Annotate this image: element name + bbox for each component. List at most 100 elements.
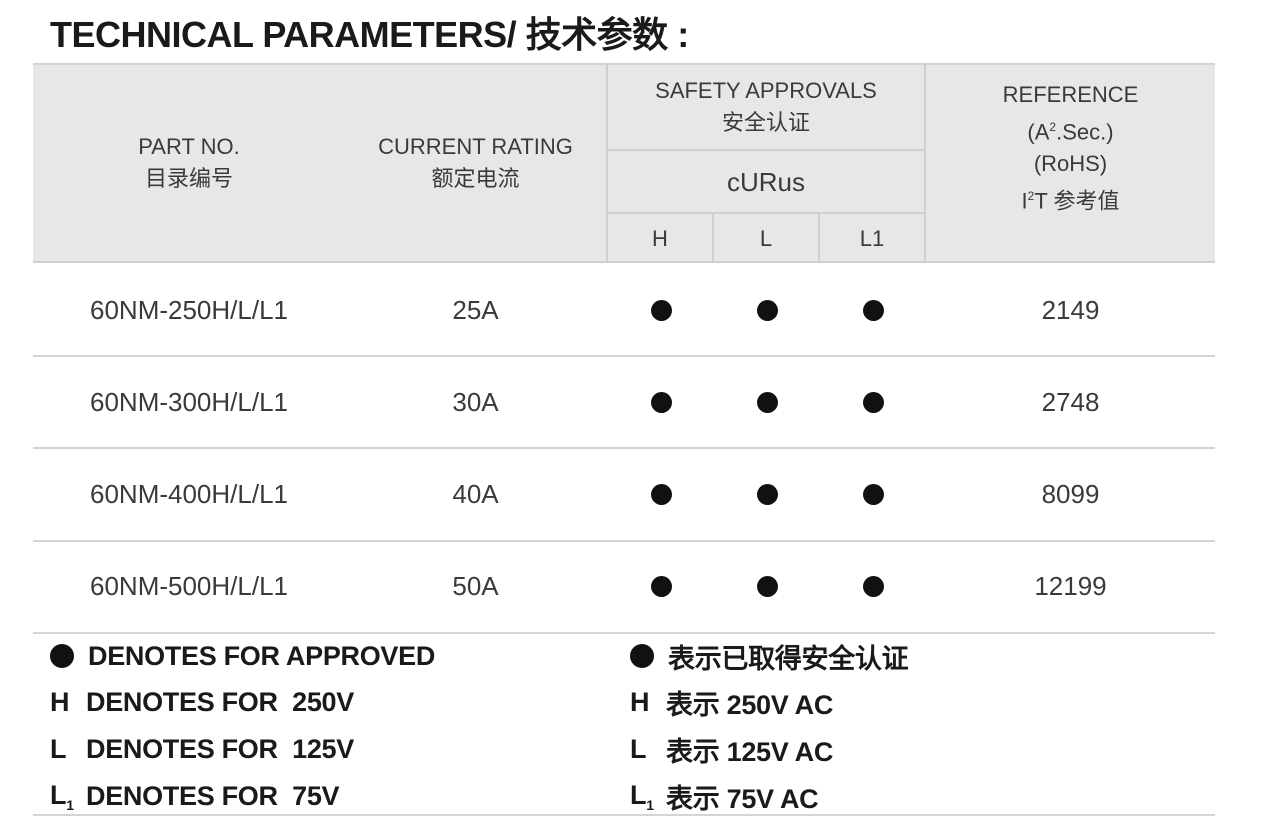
approval-cell [608, 450, 714, 540]
legend-key: L1 [630, 780, 666, 813]
header-label: REFERENCE [1002, 81, 1139, 107]
header-reference: REFERENCE (A2.Sec.) (RoHS) I2T 参考值 [926, 65, 1215, 231]
t: L [50, 779, 67, 810]
legend-text: DENOTES FOR 125V [86, 733, 354, 764]
legend-text: 表示 125V AC [666, 736, 834, 767]
header-label: 额定电流 [431, 166, 520, 191]
legend-key: H [630, 687, 666, 718]
legend-text: DENOTES FOR APPROVED [88, 640, 436, 671]
header-curus: cURus [726, 166, 805, 197]
approval-cell [820, 357, 926, 447]
header-label: SAFETY APPROVALS [655, 78, 877, 103]
part-no: 60NM-300H/L/L1 [90, 386, 288, 417]
divider [924, 63, 926, 263]
legend-item: H 表示 250V AC [630, 683, 833, 723]
reference-value: 2748 [1041, 386, 1100, 417]
header-l1: L1 [859, 225, 885, 251]
legend-item: L1 DENOTES FOR 75V [50, 776, 340, 816]
approved-dot-icon [650, 576, 672, 598]
t: 1 [646, 796, 654, 813]
approved-dot-icon [756, 576, 778, 598]
approved-dot-icon [650, 391, 672, 413]
t: .Sec.) [1056, 119, 1114, 144]
t: 2 [1049, 119, 1057, 134]
t: 2 [1027, 189, 1035, 203]
approved-dot-icon [756, 299, 778, 321]
t: 1 [66, 796, 74, 813]
approved-dot-icon [756, 484, 778, 506]
approval-cell [714, 265, 820, 355]
approved-dot-icon [862, 484, 884, 506]
legend-text: DENOTES FOR 250V [86, 687, 354, 718]
page-title: TECHNICAL PARAMETERS/ 技术参数 : [50, 14, 689, 55]
reference-value: 12199 [1034, 571, 1107, 602]
divider [33, 814, 1215, 816]
legend-item: 表示已取得安全认证 [630, 636, 909, 676]
reference-value: 2149 [1041, 294, 1100, 325]
t: I [1021, 188, 1028, 214]
approval-cell [714, 542, 820, 632]
legend-text: 表示 75V AC [666, 783, 819, 814]
header-label: 目录编号 [144, 166, 233, 191]
legend-key: L [630, 734, 666, 765]
approval-cell [820, 265, 926, 355]
approval-cell [608, 265, 714, 355]
table-row: 60NM-300H/L/L1 30A 2748 [33, 357, 1215, 450]
divider [606, 63, 608, 263]
divider [607, 212, 925, 214]
header-safety-approvals: SAFETY APPROVALS 安全认证 [608, 65, 924, 149]
approved-dot-icon [862, 576, 884, 598]
approved-dot-icon [50, 644, 74, 668]
header-label: I2T 参考值 [1022, 180, 1120, 217]
legend-item: H DENOTES FOR 250V [50, 683, 354, 723]
t: H [630, 687, 650, 718]
header-h: H [652, 225, 668, 251]
divider [712, 213, 714, 263]
header-current-rating: CURRENT RATING 额定电流 [345, 65, 606, 261]
approval-cell [608, 542, 714, 632]
approval-cell [820, 542, 926, 632]
header-label: (A2.Sec.) [1027, 111, 1113, 148]
legend-key: L1 [50, 780, 86, 813]
approved-dot-icon [756, 391, 778, 413]
current-rating: 30A [452, 386, 499, 417]
divider [607, 149, 925, 151]
approval-cell [714, 450, 820, 540]
approval-cell [608, 357, 714, 447]
approved-dot-icon [862, 391, 884, 413]
current-rating: 40A [452, 479, 499, 510]
current-rating: 25A [452, 294, 499, 325]
header-label: PART NO. [138, 134, 240, 159]
table-header [33, 63, 1215, 263]
approval-cell [714, 357, 820, 447]
header-label: CURRENT RATING [378, 134, 573, 159]
t: T 参考值 [1034, 188, 1120, 214]
legend-item: L1 表示 75V AC [630, 776, 819, 816]
header-l: L [759, 225, 773, 251]
part-no: 60NM-250H/L/L1 [90, 294, 288, 325]
legend-text: 表示已取得安全认证 [668, 643, 909, 674]
approved-dot-icon [630, 644, 654, 668]
t: H [50, 687, 70, 718]
legend-text: 表示 250V AC [666, 690, 834, 721]
current-rating: 50A [452, 571, 499, 602]
t: L [50, 733, 67, 764]
header-label: (RoHS) [1033, 151, 1108, 176]
legend-key: L [50, 734, 86, 765]
legend-item: L DENOTES FOR 125V [50, 729, 354, 769]
t: (A [1027, 119, 1050, 144]
legend-text: DENOTES FOR 75V [86, 780, 340, 811]
approved-dot-icon [650, 484, 672, 506]
part-no: 60NM-400H/L/L1 [90, 479, 288, 510]
table-row: 60NM-250H/L/L1 25A 2149 [33, 265, 1215, 357]
legend-item: L 表示 125V AC [630, 729, 833, 769]
t: L [630, 733, 647, 764]
reference-value: 8099 [1041, 479, 1100, 510]
part-no: 60NM-500H/L/L1 [90, 571, 288, 602]
t: L [630, 779, 647, 810]
approved-dot-icon [862, 299, 884, 321]
header-part-no: PART NO. 目录编号 [33, 65, 345, 261]
legend-item: DENOTES FOR APPROVED [50, 636, 435, 676]
table-row: 60NM-400H/L/L1 40A 8099 [33, 450, 1215, 542]
approval-cell [820, 450, 926, 540]
